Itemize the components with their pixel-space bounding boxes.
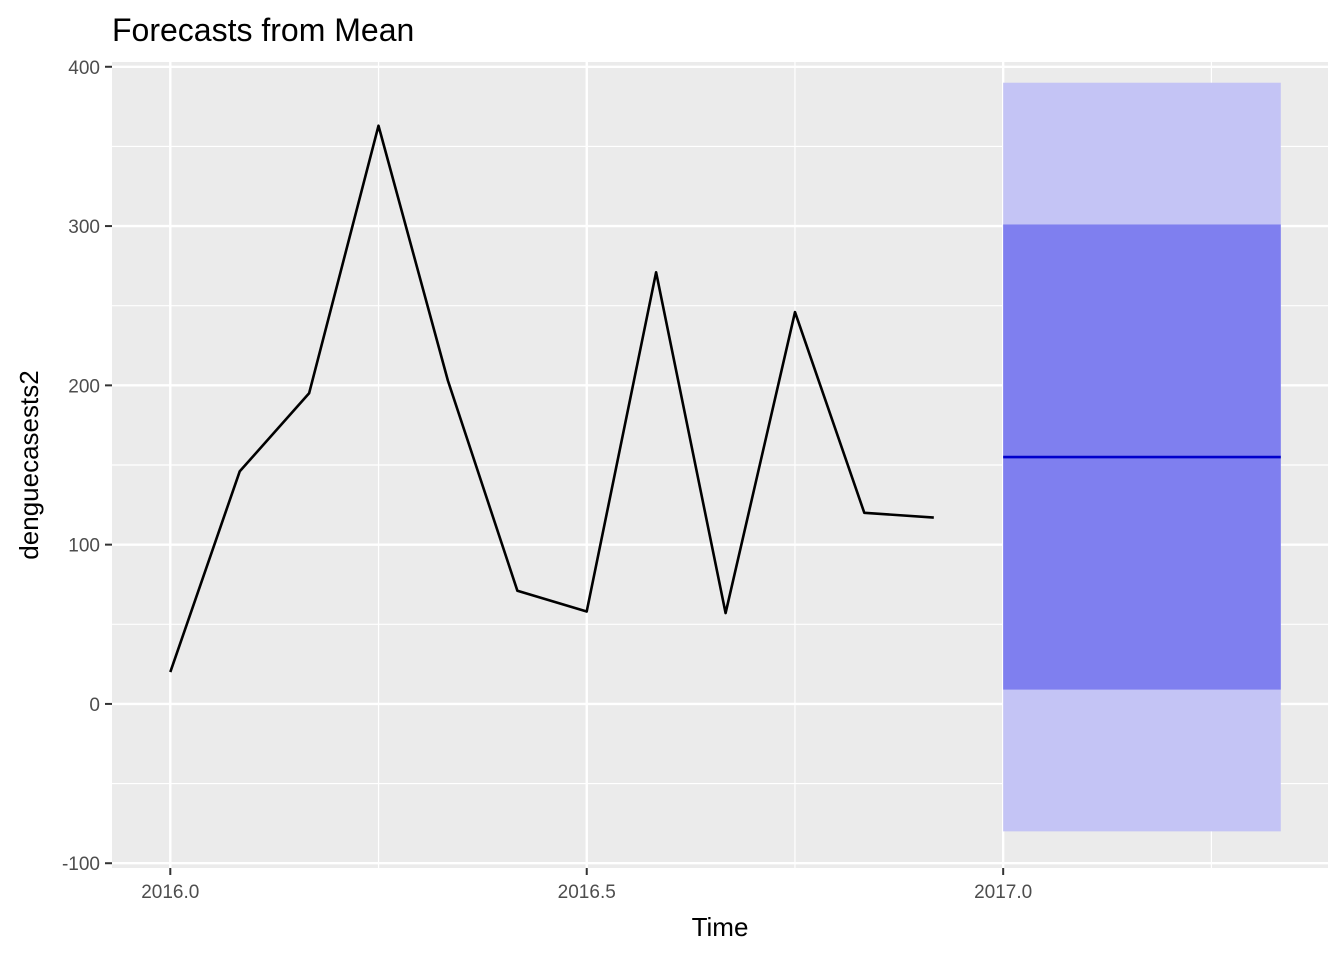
y-tick-label: 0 — [89, 695, 100, 716]
series-line — [169, 124, 934, 673]
x-tick-label: 2017.0 — [974, 882, 1032, 903]
series-layer — [169, 124, 1281, 673]
y-tick-label: 200 — [68, 376, 100, 397]
x-tick-label: 2016.5 — [558, 882, 616, 903]
y-tick-label: 400 — [68, 58, 100, 79]
y-axis-title: denguecasests2 — [14, 370, 44, 559]
x-axis-title: Time — [692, 912, 749, 942]
y-tick-label: -100 — [62, 854, 100, 875]
chart-title: Forecasts from Mean — [112, 12, 414, 48]
x-tick-label: 2016.0 — [141, 882, 199, 903]
y-tick-label: 300 — [68, 217, 100, 238]
y-tick-label: 100 — [68, 536, 100, 557]
y-axis: -100 0 100 200 300 400 — [62, 58, 112, 875]
x-axis: 2016.0 2016.5 2017.0 — [141, 868, 1032, 903]
